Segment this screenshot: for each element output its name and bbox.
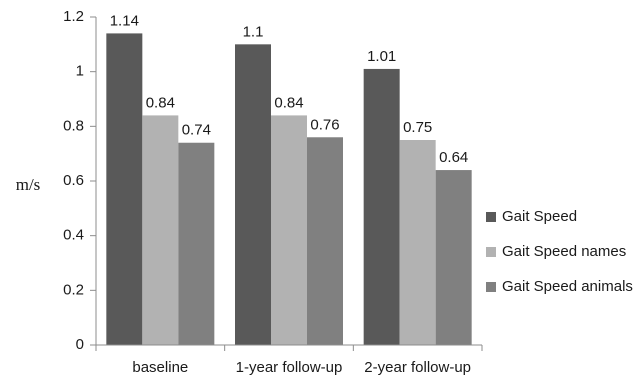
data-label: 0.76 <box>310 116 339 133</box>
legend-label: Gait Speed animals <box>502 278 633 295</box>
bar-gait-speed-animals-2 <box>435 170 472 345</box>
data-label: 1.14 <box>110 12 139 29</box>
data-label: 0.84 <box>146 94 175 111</box>
y-axis-title: m/s <box>16 175 41 194</box>
y-tick-label: 0.6 <box>63 172 84 189</box>
data-label: 0.74 <box>182 122 211 139</box>
legend-swatch <box>486 212 496 222</box>
y-axis: 0 0.2 0.4 0.6 0.8 1 1.2 <box>63 8 97 353</box>
x-axis: baseline 1-year follow-up 2-year follow-up <box>95 344 483 376</box>
y-tick-label: 0.4 <box>63 227 84 244</box>
bar-gait-speed-animals-1 <box>307 137 343 345</box>
data-label: 1.1 <box>243 23 264 40</box>
data-label: 0.64 <box>439 149 468 166</box>
bar-gait-speed-animals-0 <box>178 142 215 345</box>
data-label: 0.84 <box>274 94 303 111</box>
bar-gait-speed-names-2 <box>399 140 436 345</box>
y-tick-label: 0.2 <box>63 281 84 298</box>
x-category-label: 1-year follow-up <box>236 359 343 376</box>
data-label: 0.75 <box>403 119 432 136</box>
y-tick-label: 0.8 <box>63 117 84 134</box>
legend-swatch <box>486 247 496 257</box>
y-tick-label: 0 <box>76 336 84 353</box>
bar-gait-speed-2 <box>363 68 400 345</box>
bar-gait-speed-names-0 <box>142 115 179 346</box>
bar-gait-speed-0 <box>106 33 143 346</box>
bar-gait-speed-names-1 <box>271 115 307 346</box>
y-tick-label: 1.2 <box>63 8 84 25</box>
bars: 1.14 0.84 0.74 1.1 0.84 0.76 1.01 0.75 0.64 <box>106 12 472 346</box>
bar-gait-speed-1 <box>235 44 271 345</box>
legend: Gait Speed Gait Speed names Gait Speed ani… <box>486 208 633 295</box>
x-category-label: 2-year follow-up <box>364 359 471 376</box>
legend-label: Gait Speed <box>502 208 577 225</box>
legend-swatch <box>486 282 496 292</box>
x-category-label: baseline <box>132 359 188 376</box>
y-tick-label: 1 <box>76 63 84 80</box>
data-label: 1.01 <box>367 48 396 65</box>
legend-label: Gait Speed names <box>502 243 626 260</box>
